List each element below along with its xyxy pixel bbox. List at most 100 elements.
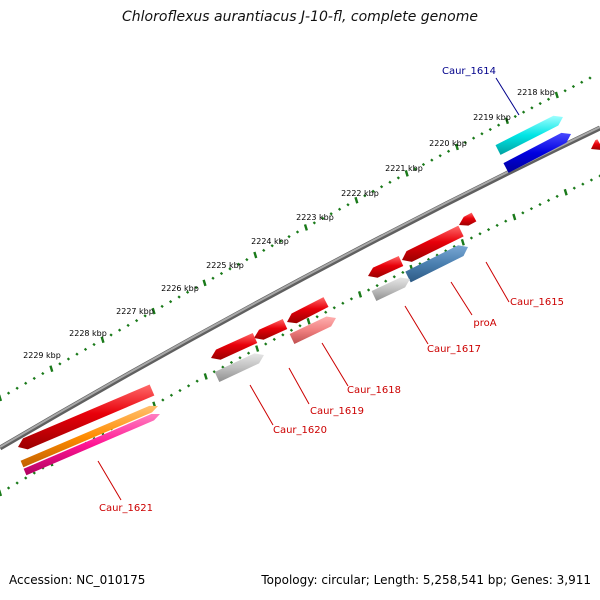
gene-label-caur1618[interactable]: Caur_1618	[347, 385, 401, 396]
label-layer: 2218 kbp 2219 kbp 2220 kbp 2221 kbp 2222 kbp…	[23, 66, 564, 514]
outer-ring-tick	[126, 323, 130, 328]
gene-caur1617	[371, 277, 410, 301]
inner-ring-tick	[264, 342, 268, 346]
outer-ring-tick	[92, 342, 96, 347]
inner-ring-tick	[460, 238, 465, 246]
genome-backbone	[0, 125, 600, 451]
gene-caur1621-orange	[20, 405, 158, 468]
outer-ring-tick	[371, 189, 375, 193]
leader-line-caur1621	[97, 460, 122, 501]
outer-ring-tick	[49, 365, 54, 373]
leader-line-caur1614	[495, 77, 520, 116]
outer-ring-tick	[438, 154, 442, 158]
gene-caur1621-red	[18, 384, 155, 450]
outer-ring-tick	[262, 248, 266, 252]
leader-line-caur1617	[404, 305, 429, 345]
gene-label-caur1619[interactable]: Caur_1619	[310, 406, 364, 417]
inner-ring-tick	[521, 211, 525, 215]
outer-ring-tick	[295, 230, 300, 234]
outer-ring-tick	[303, 224, 308, 231]
inner-ring-tick	[486, 227, 491, 232]
inner-ring-tick	[504, 219, 508, 223]
inner-ring-tick	[272, 337, 276, 342]
gene-caur1620	[214, 353, 264, 382]
inner-ring-tick	[563, 188, 568, 196]
inner-ring-tick	[306, 317, 311, 325]
genome-stats-text: Topology: circular; Length: 5,258,541 bp…	[261, 573, 591, 587]
outer-ring-tick	[588, 76, 592, 80]
outer-ring-tick	[312, 221, 316, 225]
outer-ring-tick	[6, 391, 11, 395]
gene-label-caur1621[interactable]: Caur_1621	[99, 503, 153, 514]
gene-caur1614-a	[495, 115, 563, 155]
outer-ring-tick	[563, 89, 567, 93]
outer-ring-tick	[521, 110, 526, 114]
inner-ring-tick	[546, 198, 551, 203]
outer-ring-tick	[504, 117, 509, 125]
inner-ring-tick	[469, 236, 474, 240]
inner-ring-tick	[341, 301, 345, 305]
inner-ring-tick	[357, 291, 363, 298]
outer-ring-tick	[580, 80, 584, 84]
inner-ring-tick	[538, 202, 542, 207]
outer-ring-tick	[321, 216, 325, 220]
inner-ring-tick	[186, 384, 191, 388]
outer-ring-tick	[177, 295, 181, 299]
outer-ring-tick	[24, 381, 28, 385]
gene-proA-top	[402, 225, 464, 262]
outer-ring-tick	[421, 162, 426, 167]
inner-ring-tick	[255, 345, 260, 352]
outer-ring-tick	[185, 290, 190, 294]
outer-ring-tick	[279, 239, 283, 243]
outer-ring-tick	[530, 106, 534, 110]
inner-ring-tick	[375, 283, 379, 288]
leader-line-caur1620	[249, 384, 274, 426]
inner-ring-tick	[6, 486, 11, 490]
inner-ring-tick	[555, 194, 559, 198]
inner-ring-tick	[478, 232, 482, 236]
outer-ring-tick	[354, 196, 359, 204]
inner-ring-tick	[281, 333, 285, 337]
gene-label-caur1617[interactable]: Caur_1617	[427, 344, 481, 355]
outer-ring-tick	[0, 394, 3, 402]
kbp-label: 2229 kbp	[23, 351, 61, 360]
inner-ring-tick	[229, 360, 234, 365]
outer-ring-tick	[538, 101, 542, 106]
inner-ring-tick	[161, 398, 165, 402]
outer-ring-tick	[194, 285, 198, 290]
kbp-label: 2224 kbp	[251, 237, 289, 246]
gene-caur1619-red	[254, 318, 288, 340]
kbp-label: 2223 kbp	[296, 213, 334, 222]
kbp-label: 2218 kbp	[517, 88, 555, 97]
kbp-label: 2221 kbp	[385, 164, 423, 173]
inner-ring-tick	[589, 178, 594, 182]
outer-ring-tick	[66, 357, 71, 361]
gene-label-caur1614[interactable]: Caur_1614	[442, 66, 496, 77]
inner-ring-tick	[598, 174, 600, 178]
outer-ring-tick	[270, 244, 274, 248]
outer-ring-tick	[151, 307, 156, 315]
inner-ring-tick	[384, 279, 388, 283]
kbp-label: 2222 kbp	[341, 189, 379, 198]
outer-ring-tick	[219, 271, 224, 276]
gene-proA	[405, 245, 468, 283]
inner-ring-tick	[315, 315, 319, 319]
inner-ring-tick	[332, 306, 336, 310]
inner-ring-tick	[24, 476, 28, 480]
accession-text: Accession: NC_010175	[9, 573, 146, 587]
outer-ring-tick	[513, 114, 517, 119]
outer-ring-tick	[109, 333, 113, 337]
gene-label-proa[interactable]: proA	[473, 318, 496, 329]
gene-red-c	[287, 297, 329, 324]
outer-ring-tick	[480, 132, 484, 136]
outer-ring-tick	[446, 149, 451, 153]
gene-label-caur1620[interactable]: Caur_1620	[273, 425, 327, 436]
gene-caur1621-magenta	[23, 413, 160, 476]
gene-label-caur1615[interactable]: Caur_1615	[510, 297, 564, 308]
leader-line-caur1618	[321, 342, 349, 387]
outer-ring-tick	[571, 84, 576, 89]
outer-ring-tick	[546, 97, 551, 101]
gene-edge-red	[591, 139, 600, 150]
outer-ring-tick	[83, 347, 88, 351]
inner-ring-tick	[289, 328, 294, 332]
